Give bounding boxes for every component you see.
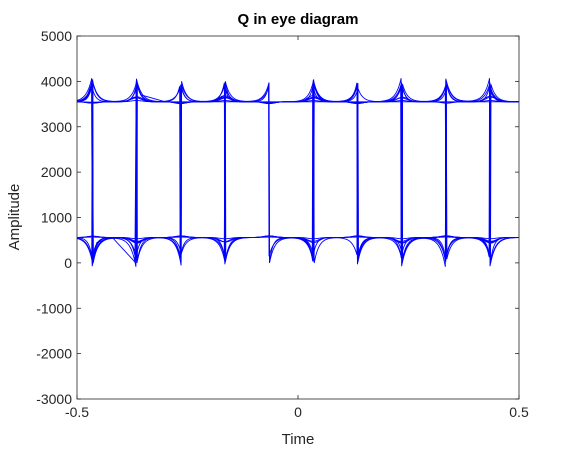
y-tick-label: -1000 [36, 300, 72, 316]
x-tick-label: 0.5 [509, 404, 529, 420]
y-tick-label: 5000 [41, 28, 72, 44]
y-tick-label: 4000 [41, 73, 72, 89]
axis-ticks-group: -0.5 0 0.5 -3000 -2000 -1000 0 1000 2000 3000 4000… [36, 28, 529, 420]
y-tick-label: 2000 [41, 164, 72, 180]
series-line [77, 81, 519, 264]
eye-trace-group [77, 78, 519, 267]
y-tick-label: -3000 [36, 391, 72, 407]
chart-title: Q in eye diagram [238, 11, 359, 28]
y-tick-label: 0 [64, 255, 72, 271]
y-tick-label: 1000 [41, 210, 72, 226]
x-tick-label: 0 [294, 404, 302, 420]
eye-trace-line [77, 236, 519, 240]
y-axis-label: Amplitude [6, 184, 23, 251]
x-axis-label: Time [282, 431, 315, 448]
x-tick-label: -0.5 [65, 404, 89, 420]
y-tick-label: 3000 [41, 119, 72, 135]
y-tick-label: -2000 [36, 346, 72, 362]
